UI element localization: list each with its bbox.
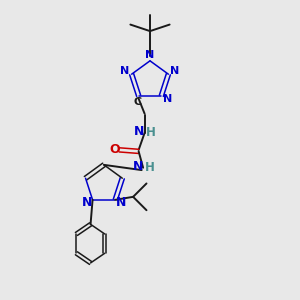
Text: N: N — [163, 94, 172, 104]
Text: C: C — [133, 97, 141, 107]
Text: H: H — [145, 161, 154, 174]
Text: N: N — [82, 196, 92, 209]
Text: N: N — [134, 125, 144, 138]
Text: N: N — [146, 50, 154, 61]
Text: N: N — [116, 196, 126, 209]
Text: N: N — [121, 66, 130, 76]
Text: O: O — [110, 143, 120, 156]
Text: N: N — [170, 66, 179, 76]
Text: N: N — [133, 160, 143, 173]
Text: H: H — [146, 126, 156, 140]
